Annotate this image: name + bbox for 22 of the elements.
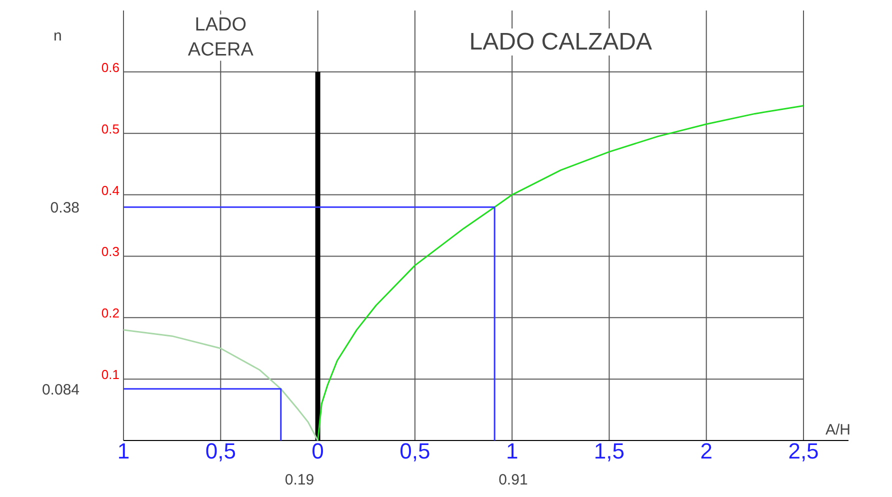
annotation: LADO ACERA [188, 14, 254, 61]
y-tick-label: 0.4 [101, 182, 120, 198]
annotation: 0.38 [50, 200, 80, 217]
x-tick-label: 0,5 [400, 438, 430, 464]
annotation: LADO CALZADA [469, 28, 652, 56]
x-axis-title: A/H [826, 422, 851, 438]
x-tick-label: 1,5 [594, 438, 625, 464]
x-tick-label: 0 [312, 438, 324, 464]
x-tick-label: 0,5 [205, 438, 236, 464]
y-tick-label: 0.6 [101, 60, 120, 75]
y-axis-title: n [54, 28, 62, 44]
x-tick-label: 2,5 [788, 438, 819, 464]
annotation: 0.084 [42, 381, 80, 398]
y-tick-label: 0.2 [101, 306, 120, 321]
annotation: 0.91 [498, 472, 528, 488]
y-tick-label: 0.1 [101, 367, 120, 382]
x-tick-label: 1 [506, 438, 518, 464]
y-tick-label: 0.5 [101, 121, 120, 136]
y-tick-label: 0.3 [101, 244, 120, 260]
x-tick-label: 2 [700, 438, 712, 464]
x-tick-label: 1 [117, 438, 130, 464]
annotation: 0.19 [284, 472, 314, 488]
